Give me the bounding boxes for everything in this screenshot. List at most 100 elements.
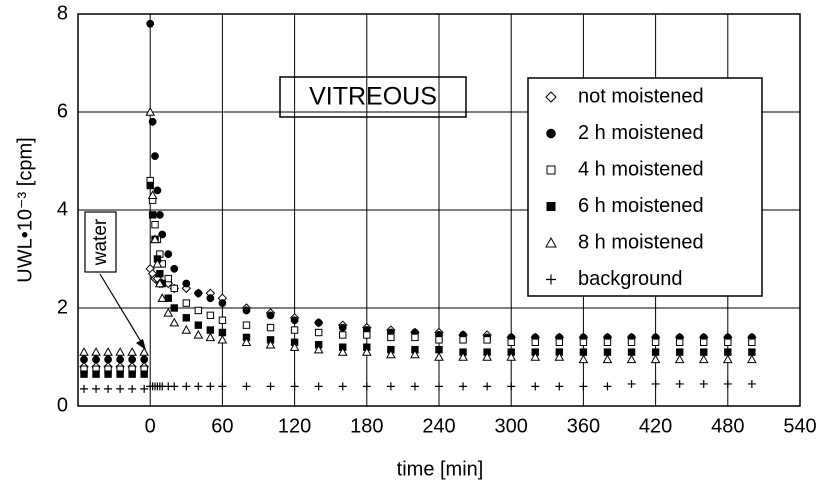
marker xyxy=(104,355,112,364)
marker xyxy=(128,384,137,393)
marker xyxy=(362,382,371,391)
marker xyxy=(435,382,443,391)
marker xyxy=(748,348,756,356)
x-tick-label: 300 xyxy=(495,415,528,437)
marker xyxy=(434,351,444,361)
marker xyxy=(579,348,588,356)
marker xyxy=(217,334,228,344)
series xyxy=(80,176,756,373)
marker xyxy=(206,382,215,391)
marker xyxy=(241,337,252,346)
marker xyxy=(218,382,227,391)
y-tick-label: 6 xyxy=(57,100,68,122)
marker xyxy=(266,382,275,391)
marker xyxy=(164,274,172,283)
arrow-head xyxy=(136,339,146,350)
marker xyxy=(546,128,556,139)
x-tick-label: 60 xyxy=(211,415,233,437)
marker xyxy=(724,348,732,356)
marker xyxy=(150,234,160,244)
marker xyxy=(386,349,396,359)
marker xyxy=(164,294,172,302)
marker xyxy=(626,354,637,364)
marker xyxy=(182,299,191,307)
marker xyxy=(387,333,395,342)
marker xyxy=(650,354,661,364)
marker xyxy=(339,331,347,339)
marker xyxy=(182,382,191,391)
marker xyxy=(148,117,157,126)
marker xyxy=(80,384,89,393)
marker xyxy=(627,379,636,388)
marker xyxy=(194,289,203,298)
marker xyxy=(140,384,149,393)
marker xyxy=(700,348,708,356)
marker xyxy=(242,306,251,315)
marker xyxy=(675,348,684,356)
marker xyxy=(579,338,588,347)
marker xyxy=(290,316,299,325)
marker xyxy=(578,354,589,364)
marker xyxy=(116,370,124,378)
x-tick-label: 120 xyxy=(278,415,311,437)
marker xyxy=(675,338,684,347)
marker xyxy=(545,236,557,248)
marker xyxy=(675,379,684,388)
marker xyxy=(164,250,173,259)
marker xyxy=(507,338,515,347)
marker xyxy=(155,211,164,219)
marker xyxy=(146,181,154,190)
marker xyxy=(194,306,203,315)
marker xyxy=(289,342,300,351)
x-tick-label: 540 xyxy=(783,415,816,437)
marker xyxy=(170,284,178,293)
marker xyxy=(435,345,443,354)
marker xyxy=(128,370,136,378)
marker xyxy=(163,307,174,317)
x-axis-label: time [min] xyxy=(397,458,484,480)
marker xyxy=(338,382,347,391)
marker xyxy=(651,348,660,356)
marker xyxy=(458,351,468,361)
annotation: water xyxy=(90,218,111,266)
marker xyxy=(146,19,155,28)
marker xyxy=(139,347,150,356)
marker xyxy=(218,316,227,324)
title-box xyxy=(279,76,467,118)
marker xyxy=(266,311,275,320)
marker xyxy=(435,336,443,344)
marker xyxy=(386,382,395,391)
marker xyxy=(92,355,100,364)
marker xyxy=(170,264,179,273)
marker xyxy=(651,379,660,388)
marker xyxy=(170,304,178,312)
marker xyxy=(482,351,492,361)
marker xyxy=(410,349,420,359)
marker xyxy=(116,355,125,364)
marker xyxy=(154,278,165,288)
chart-title: VITREOUS xyxy=(309,83,437,111)
marker xyxy=(92,370,100,378)
marker xyxy=(411,333,419,342)
y-tick-label: 2 xyxy=(57,296,68,318)
marker xyxy=(361,347,372,356)
marker xyxy=(603,382,612,391)
marker xyxy=(193,329,204,339)
marker xyxy=(145,106,156,116)
marker xyxy=(627,338,636,347)
series xyxy=(80,379,756,393)
legend-box xyxy=(527,77,763,297)
marker xyxy=(206,294,215,303)
marker xyxy=(603,338,612,347)
marker xyxy=(555,382,564,391)
marker xyxy=(218,328,227,337)
marker xyxy=(116,384,125,393)
marker xyxy=(151,152,159,161)
marker xyxy=(152,258,163,268)
legend-label: 6 h moistened xyxy=(578,195,704,217)
x-tick-label: 0 xyxy=(145,415,156,437)
marker xyxy=(459,382,468,391)
marker xyxy=(140,370,148,378)
marker xyxy=(651,338,660,347)
marker xyxy=(410,382,419,391)
